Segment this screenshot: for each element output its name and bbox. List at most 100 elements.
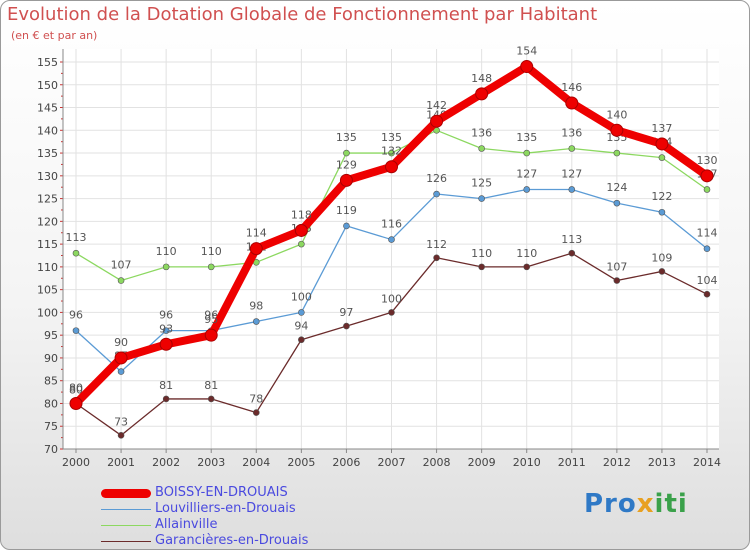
data-point-boissy-en-drouais bbox=[339, 173, 353, 187]
data-label-boissy-en-drouais: 118 bbox=[291, 208, 312, 221]
data-label-louvilliers-en-drouais: 96 bbox=[69, 309, 83, 322]
y-tick-label: 100 bbox=[37, 306, 58, 319]
legend-swatch-garancieres bbox=[101, 541, 151, 542]
y-tick-label: 75 bbox=[44, 420, 58, 433]
data-label-boissy-en-drouais: 137 bbox=[651, 122, 672, 135]
data-point-boissy-en-drouais bbox=[430, 114, 444, 128]
data-point-garanci-res-en-drouais bbox=[568, 249, 576, 257]
data-label-louvilliers-en-drouais: 127 bbox=[516, 167, 537, 180]
data-label-garanci-res-en-drouais: 81 bbox=[159, 379, 173, 392]
data-point-louvilliers-en-drouais bbox=[252, 318, 260, 325]
data-point-garanci-res-en-drouais bbox=[433, 254, 440, 262]
data-label-boissy-en-drouais: 114 bbox=[246, 227, 267, 240]
legend-swatch-louvilliers bbox=[101, 509, 151, 510]
data-point-allainville bbox=[343, 149, 350, 157]
legend-swatch-allainville bbox=[101, 525, 151, 526]
data-label-louvilliers-en-drouais: 100 bbox=[291, 290, 312, 303]
x-tick-label: 2005 bbox=[287, 456, 315, 469]
data-point-allainville bbox=[162, 263, 170, 271]
data-label-allainville: 107 bbox=[111, 259, 132, 272]
chart-subtitle: (en € et par an) bbox=[11, 29, 98, 42]
y-tick-label: 120 bbox=[37, 215, 58, 228]
data-point-louvilliers-en-drouais bbox=[568, 186, 576, 193]
data-label-louvilliers-en-drouais: 96 bbox=[204, 309, 218, 322]
data-point-garanci-res-en-drouais bbox=[388, 309, 395, 316]
data-point-garanci-res-en-drouais bbox=[117, 432, 125, 439]
data-point-louvilliers-en-drouais bbox=[72, 327, 80, 334]
data-point-boissy-en-drouais bbox=[249, 242, 263, 256]
data-label-allainville: 135 bbox=[516, 131, 537, 144]
y-tick-label: 125 bbox=[37, 193, 58, 206]
y-tick-label: 145 bbox=[37, 102, 58, 115]
data-point-garanci-res-en-drouais bbox=[162, 395, 170, 403]
proxiti-logo: Proxiti bbox=[584, 489, 688, 519]
data-point-boissy-en-drouais bbox=[69, 396, 83, 410]
logo-part-pro: Pro bbox=[584, 489, 637, 519]
x-tick-label: 2004 bbox=[242, 456, 270, 469]
data-label-allainville: 113 bbox=[66, 231, 87, 244]
y-tick-label: 115 bbox=[37, 238, 58, 251]
y-tick-label: 90 bbox=[44, 352, 58, 365]
data-label-garanci-res-en-drouais: 94 bbox=[294, 320, 308, 333]
data-point-louvilliers-en-drouais bbox=[298, 309, 305, 316]
y-tick-label: 95 bbox=[44, 329, 58, 342]
data-point-garanci-res-en-drouais bbox=[343, 322, 350, 330]
data-point-allainville bbox=[207, 263, 215, 271]
x-tick-label: 2014 bbox=[693, 456, 721, 469]
y-tick-label: 80 bbox=[44, 397, 58, 410]
data-label-louvilliers-en-drouais: 119 bbox=[336, 204, 357, 217]
y-tick-label: 150 bbox=[37, 79, 58, 92]
y-tick-label: 135 bbox=[37, 147, 58, 160]
y-tick-label: 105 bbox=[37, 284, 58, 297]
data-label-garanci-res-en-drouais: 81 bbox=[204, 379, 218, 392]
data-point-boissy-en-drouais bbox=[385, 160, 398, 174]
legend-label-allainville: Allainville bbox=[155, 517, 218, 532]
x-tick-label: 2006 bbox=[332, 456, 360, 469]
data-label-louvilliers-en-drouais: 127 bbox=[561, 167, 582, 180]
legend-label-louvilliers: Louvilliers-en-Drouais bbox=[155, 501, 296, 516]
data-label-louvilliers-en-drouais: 96 bbox=[159, 309, 173, 322]
data-point-louvilliers-en-drouais bbox=[523, 186, 531, 193]
data-point-boissy-en-drouais bbox=[520, 60, 534, 74]
data-label-boissy-en-drouais: 130 bbox=[697, 154, 718, 167]
data-label-louvilliers-en-drouais: 124 bbox=[606, 181, 627, 194]
data-label-boissy-en-drouais: 154 bbox=[516, 45, 537, 58]
data-point-garanci-res-en-drouais bbox=[703, 290, 711, 298]
legend-label-garancieres: Garancières-en-Drouais bbox=[155, 533, 309, 548]
data-label-allainville: 135 bbox=[381, 131, 402, 144]
x-tick-label: 2013 bbox=[648, 456, 676, 469]
data-label-garanci-res-en-drouais: 110 bbox=[471, 247, 492, 260]
data-label-garanci-res-en-drouais: 97 bbox=[339, 306, 353, 319]
data-label-boissy-en-drouais: 129 bbox=[336, 158, 357, 171]
data-label-garanci-res-en-drouais: 113 bbox=[561, 233, 582, 246]
data-point-boissy-en-drouais bbox=[159, 337, 173, 351]
data-label-boissy-en-drouais: 93 bbox=[159, 322, 173, 335]
data-label-garanci-res-en-drouais: 109 bbox=[651, 251, 672, 264]
x-tick-label: 2007 bbox=[378, 456, 406, 469]
data-label-garanci-res-en-drouais: 100 bbox=[381, 292, 402, 305]
data-label-boissy-en-drouais: 132 bbox=[381, 145, 402, 158]
data-label-allainville: 110 bbox=[201, 245, 222, 258]
data-label-louvilliers-en-drouais: 98 bbox=[249, 300, 263, 313]
data-point-allainville bbox=[613, 149, 621, 157]
data-point-garanci-res-en-drouais bbox=[478, 263, 485, 271]
data-point-allainville bbox=[388, 149, 395, 157]
data-point-allainville bbox=[703, 186, 711, 193]
data-label-boissy-en-drouais: 80 bbox=[69, 381, 83, 394]
legend-label-boissy: BOISSY-EN-DROUAIS bbox=[155, 485, 288, 500]
data-point-allainville bbox=[298, 240, 305, 248]
x-tick-label: 2008 bbox=[423, 456, 451, 469]
y-tick-label: 70 bbox=[44, 443, 58, 456]
data-point-louvilliers-en-drouais bbox=[433, 190, 440, 198]
legend-swatch-boissy bbox=[101, 489, 151, 498]
data-label-boissy-en-drouais: 142 bbox=[426, 99, 447, 112]
data-point-allainville bbox=[523, 149, 531, 157]
data-point-garanci-res-en-drouais bbox=[252, 409, 260, 416]
data-label-boissy-en-drouais: 148 bbox=[471, 72, 492, 85]
y-tick-label: 85 bbox=[44, 375, 58, 388]
x-tick-label: 2012 bbox=[603, 456, 631, 469]
chart-title: Evolution de la Dotation Globale de Fonc… bbox=[7, 4, 598, 25]
data-label-garanci-res-en-drouais: 110 bbox=[516, 247, 537, 260]
